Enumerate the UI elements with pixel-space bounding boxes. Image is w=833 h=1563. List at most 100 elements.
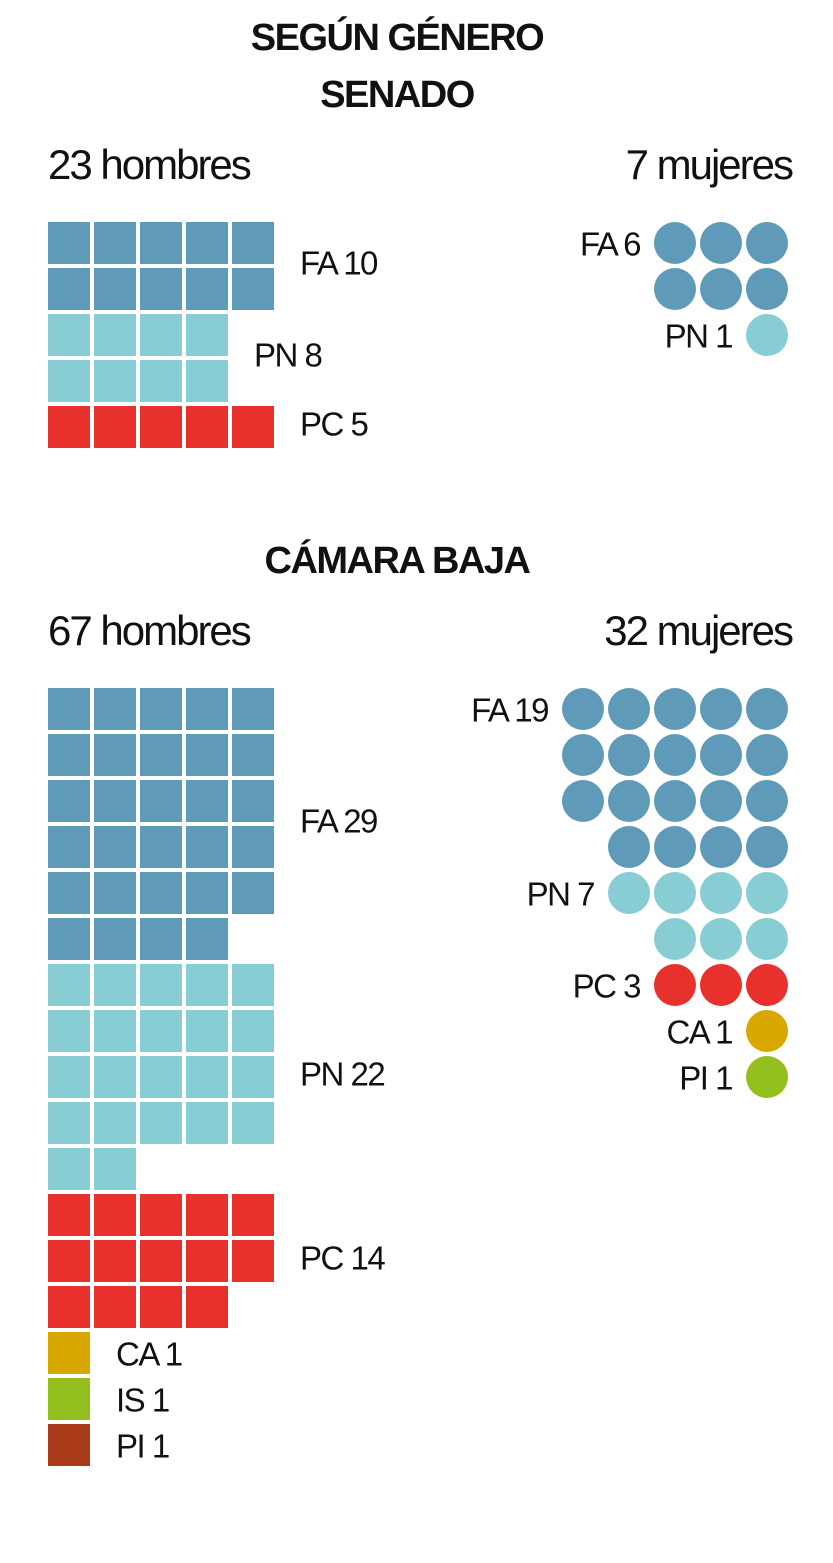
seat-circle bbox=[700, 780, 742, 822]
seat-square bbox=[186, 222, 228, 264]
seat-square bbox=[140, 268, 182, 310]
seat-square bbox=[48, 314, 90, 356]
seat-circle bbox=[746, 780, 788, 822]
seat-square bbox=[140, 1194, 182, 1236]
seat-circle bbox=[654, 734, 696, 776]
seat-circle bbox=[608, 780, 650, 822]
seat-circle bbox=[746, 872, 788, 914]
seat-circle bbox=[700, 872, 742, 914]
section-title: CÁMARA BAJA bbox=[265, 538, 531, 582]
seat-circle bbox=[562, 688, 604, 730]
seat-square bbox=[48, 734, 90, 776]
seat-square bbox=[94, 1102, 136, 1144]
seat-square bbox=[48, 360, 90, 402]
seat-square bbox=[94, 222, 136, 264]
seat-square bbox=[94, 1286, 136, 1328]
seat-square bbox=[140, 222, 182, 264]
party-label: PN 8 bbox=[254, 337, 322, 374]
seat-square bbox=[140, 734, 182, 776]
seat-square bbox=[48, 406, 90, 448]
seat-square bbox=[186, 872, 228, 914]
party-label: PC 14 bbox=[300, 1240, 385, 1277]
seat-square bbox=[140, 964, 182, 1006]
party-label: FA 19 bbox=[471, 692, 548, 729]
group-label: 7 mujeres bbox=[626, 141, 793, 188]
party-label: FA 10 bbox=[300, 245, 378, 282]
seat-circle bbox=[700, 222, 742, 264]
seat-square bbox=[94, 918, 136, 960]
party-label: PI 1 bbox=[679, 1060, 732, 1097]
seat-square bbox=[232, 780, 274, 822]
seat-square bbox=[48, 780, 90, 822]
seat-square bbox=[48, 1332, 90, 1374]
party-label: PN 22 bbox=[300, 1056, 384, 1093]
seat-square bbox=[232, 268, 274, 310]
party-label: CA 1 bbox=[666, 1014, 732, 1051]
party-label: CA 1 bbox=[116, 1336, 182, 1373]
seat-square bbox=[94, 872, 136, 914]
party-label: PI 1 bbox=[116, 1428, 169, 1465]
seat-square bbox=[140, 918, 182, 960]
seat-circle bbox=[746, 1056, 788, 1098]
seat-square bbox=[232, 872, 274, 914]
seat-square bbox=[94, 1148, 136, 1190]
seat-square bbox=[140, 406, 182, 448]
seat-square bbox=[94, 314, 136, 356]
seat-square bbox=[186, 1286, 228, 1328]
seat-circle bbox=[746, 964, 788, 1006]
seat-square bbox=[232, 826, 274, 868]
seat-square bbox=[186, 268, 228, 310]
section-title: SENADO bbox=[320, 74, 474, 116]
seat-square bbox=[186, 734, 228, 776]
seat-circle bbox=[608, 688, 650, 730]
seat-square bbox=[48, 1378, 90, 1420]
seat-square bbox=[94, 1056, 136, 1098]
seat-circle bbox=[700, 918, 742, 960]
seat-square bbox=[140, 780, 182, 822]
seat-square bbox=[232, 1194, 274, 1236]
seat-circle bbox=[746, 826, 788, 868]
seat-square bbox=[48, 1194, 90, 1236]
seat-square bbox=[186, 406, 228, 448]
seat-square bbox=[94, 734, 136, 776]
seat-circle bbox=[746, 268, 788, 310]
seat-square bbox=[94, 780, 136, 822]
seat-square bbox=[232, 964, 274, 1006]
seat-circle bbox=[746, 314, 788, 356]
seat-circle bbox=[562, 780, 604, 822]
seat-square bbox=[186, 1194, 228, 1236]
seat-square bbox=[94, 1240, 136, 1282]
seat-square bbox=[186, 780, 228, 822]
seat-circle bbox=[654, 964, 696, 1006]
seat-square bbox=[186, 964, 228, 1006]
party-label: PC 3 bbox=[573, 968, 641, 1005]
seat-square bbox=[94, 268, 136, 310]
seat-square bbox=[48, 1240, 90, 1282]
seat-square bbox=[140, 1240, 182, 1282]
seat-square bbox=[186, 360, 228, 402]
seat-square bbox=[48, 222, 90, 264]
seat-square bbox=[186, 1102, 228, 1144]
seat-square bbox=[48, 1010, 90, 1052]
seat-square bbox=[186, 688, 228, 730]
seat-square bbox=[232, 406, 274, 448]
seat-circle bbox=[562, 734, 604, 776]
seat-square bbox=[48, 918, 90, 960]
seat-circle bbox=[608, 826, 650, 868]
seat-square bbox=[140, 1056, 182, 1098]
seat-circle bbox=[608, 734, 650, 776]
seat-circle bbox=[608, 872, 650, 914]
party-label: FA 6 bbox=[580, 226, 640, 263]
seat-square bbox=[140, 688, 182, 730]
party-label: PC 5 bbox=[300, 406, 368, 443]
seat-square bbox=[48, 1148, 90, 1190]
seat-square bbox=[48, 1056, 90, 1098]
seat-square bbox=[186, 1010, 228, 1052]
seat-square bbox=[48, 964, 90, 1006]
group-label: 67 hombres bbox=[48, 607, 251, 654]
seat-square bbox=[232, 688, 274, 730]
seat-circle bbox=[654, 826, 696, 868]
seat-square bbox=[48, 1286, 90, 1328]
seat-circle bbox=[746, 734, 788, 776]
seat-square bbox=[186, 1056, 228, 1098]
